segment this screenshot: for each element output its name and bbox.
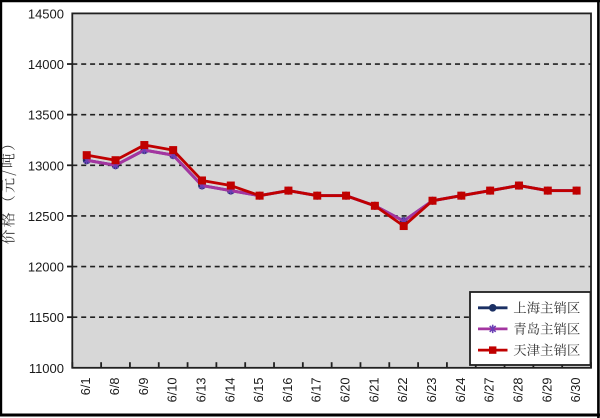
svg-text:6/29: 6/29 [539, 378, 554, 403]
svg-text:12000: 12000 [28, 260, 64, 275]
svg-text:6/13: 6/13 [193, 378, 208, 403]
svg-text:6/1: 6/1 [78, 378, 93, 396]
svg-text:6/9: 6/9 [136, 378, 151, 396]
svg-text:14000: 14000 [28, 57, 64, 72]
svg-text:6/24: 6/24 [453, 378, 468, 403]
svg-text:6/15: 6/15 [251, 378, 266, 403]
svg-text:11500: 11500 [29, 310, 64, 325]
svg-text:6/21: 6/21 [366, 378, 381, 403]
svg-text:6/8: 6/8 [107, 378, 122, 396]
svg-text:6/20: 6/20 [338, 378, 353, 403]
svg-text:13500: 13500 [28, 108, 64, 123]
svg-text:6/23: 6/23 [424, 378, 439, 403]
svg-text:6/10: 6/10 [165, 378, 180, 403]
svg-text:6/16: 6/16 [280, 378, 295, 403]
svg-text:6/27: 6/27 [482, 378, 497, 403]
svg-text:12500: 12500 [28, 209, 64, 224]
svg-text:6/28: 6/28 [510, 378, 525, 403]
svg-text:11000: 11000 [29, 361, 64, 376]
svg-text:6/14: 6/14 [222, 378, 237, 403]
svg-text:14500: 14500 [28, 6, 64, 21]
svg-text:6/30: 6/30 [568, 378, 583, 403]
svg-text:13000: 13000 [28, 158, 64, 173]
svg-text:6/22: 6/22 [395, 378, 410, 403]
svg-text:6/17: 6/17 [309, 378, 324, 403]
